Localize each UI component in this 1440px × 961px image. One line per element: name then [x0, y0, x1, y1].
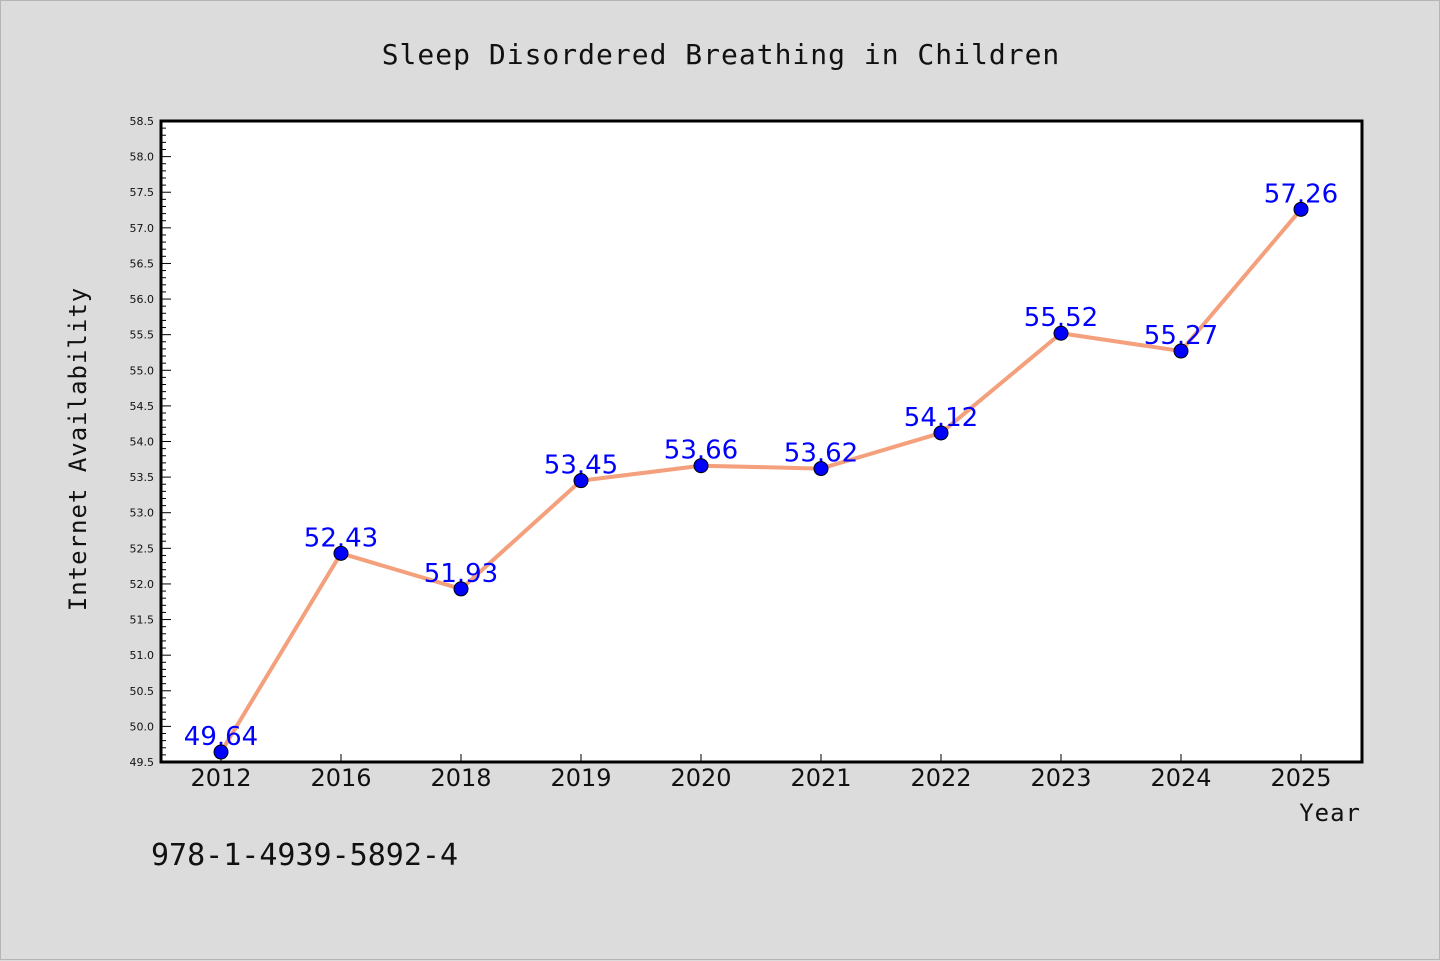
x-tick-label: 2019: [550, 764, 611, 792]
y-tick-label: 51.0: [130, 649, 155, 662]
x-tick-label: 2021: [790, 764, 851, 792]
y-tick-label: 58.5: [130, 115, 155, 128]
data-point-marker: [213, 744, 229, 760]
data-point-marker: [1293, 201, 1309, 217]
x-tick-label: 2018: [430, 764, 491, 792]
series-line: [219, 208, 1303, 754]
data-point-marker: [453, 581, 469, 597]
x-tick-label: 2012: [190, 764, 251, 792]
chart-title: Sleep Disordered Breathing in Children: [382, 38, 1061, 71]
data-point-marker: [333, 545, 349, 561]
data-point-marker: [573, 473, 589, 489]
y-axis: 49.5 50.0 50.5 51.0 51.5 52.0 52.5 53.0 53.5 54.0…: [130, 115, 171, 769]
y-tick-label: 50.5: [130, 685, 155, 698]
data-point-marker: [1173, 343, 1189, 359]
data-point-marker: [1053, 325, 1069, 341]
plot-area: [159, 119, 1364, 764]
data-point-marker: [693, 458, 709, 474]
y-tick-label: 52.0: [130, 578, 155, 591]
y-tick-label: 50.0: [130, 720, 155, 733]
x-tick-label: 2022: [910, 764, 971, 792]
y-axis-label: Internet Availability: [64, 287, 92, 611]
y-tick-label: 57.5: [130, 186, 155, 199]
x-tick-label: 2016: [310, 764, 371, 792]
x-axis-label: Year: [1299, 799, 1361, 827]
y-tick-label: 53.0: [130, 507, 155, 520]
data-point-marker: [813, 461, 829, 477]
x-axis: 2012 2016 2018 2019 2020 2021 2022 2023 2024 2025: [190, 754, 1332, 792]
x-tick-label: 2020: [670, 764, 731, 792]
y-tick-label: 53.5: [130, 471, 155, 484]
y-tick-label: 49.5: [130, 756, 155, 769]
x-tick-label: 2023: [1030, 764, 1091, 792]
y-tick-label: 58.0: [130, 151, 155, 164]
data-point-marker: [933, 425, 949, 441]
y-tick-label: 55.0: [130, 364, 155, 377]
y-tick-label: 51.5: [130, 614, 155, 627]
y-tick-label: 54.0: [130, 436, 155, 449]
x-tick-label: 2024: [1150, 764, 1211, 792]
y-tick-label: 52.5: [130, 542, 155, 555]
y-tick-label: 55.5: [130, 329, 155, 342]
isbn-text: 978-1-4939-5892-4: [151, 838, 458, 873]
x-tick-label: 2025: [1270, 764, 1331, 792]
y-tick-label: 56.5: [130, 257, 155, 270]
y-tick-label: 56.0: [130, 293, 155, 306]
y-tick-label: 54.5: [130, 400, 155, 413]
y-tick-label: 57.0: [130, 222, 155, 235]
